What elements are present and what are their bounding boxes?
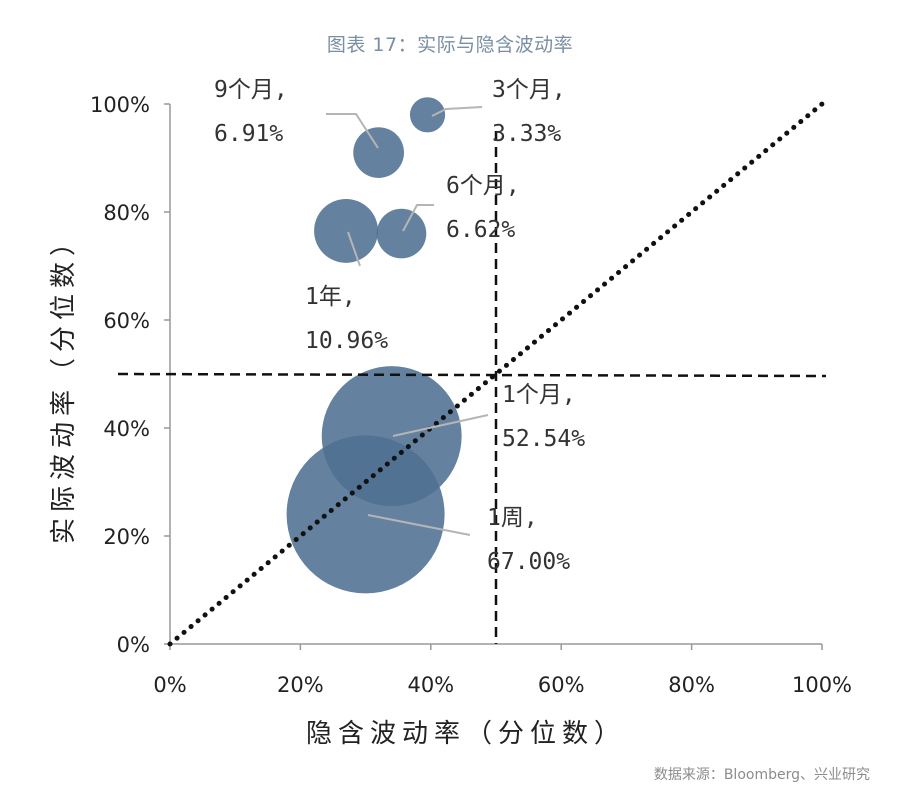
bubble-point [314, 198, 378, 263]
label-leader-line [347, 231, 361, 267]
bubble-labels: 1周, 67.00% 1个月, 52.54% 1年, 10.96% 6个月, 6.62% 9个月… [214, 77, 585, 575]
axes: 0% 20% 40% 60% 80% 100% 0% 20% 40% 60% 80% 100% [90, 93, 852, 697]
bubble-label-tenor: 1个月, [502, 382, 576, 408]
bubbles [286, 97, 462, 594]
bubble-label-tenor: 1年, [305, 284, 356, 310]
x-tick-label: 20% [277, 673, 324, 697]
label-leader-line [402, 204, 434, 232]
x-tick-label: 100% [792, 673, 852, 697]
y-tick-label: 80% [103, 201, 150, 225]
bubble-label-tenor: 3个月, [492, 77, 566, 103]
x-tick-label: 0% [153, 673, 186, 697]
label-leader-line [431, 106, 483, 117]
bubble-point [409, 97, 446, 133]
reference-lines [117, 101, 827, 647]
y-tick-label: 40% [103, 417, 150, 441]
bubble-label-value: 6.91% [214, 121, 283, 147]
bubble-label-value: 67.00% [487, 549, 570, 575]
bubble-label-value: 3.33% [492, 121, 561, 147]
bubble-point [376, 208, 427, 259]
label-leader-line [367, 514, 471, 536]
y-tick-label: 20% [103, 525, 150, 549]
horizontal-50-reference-line [117, 372, 827, 378]
bubble-label-tenor: 9个月, [214, 77, 288, 103]
label-leader-line [326, 113, 379, 149]
source-note: 数据来源：Bloomberg、兴业研究 [653, 767, 870, 783]
x-axis-title: 隐含波动率（分位数） [306, 719, 626, 749]
x-tick-label: 40% [407, 673, 454, 697]
chart-title: 图表 17：实际与隐含波动率 [326, 34, 574, 56]
bubble-point [353, 127, 405, 178]
y-axis-title: 实际波动率（分位数） [49, 224, 79, 544]
y-tick-label: 100% [90, 93, 150, 117]
label-leader-line [392, 414, 489, 437]
bubble-label-tenor: 1周, [487, 505, 538, 531]
y-tick-label: 60% [103, 309, 150, 333]
y-tick-label: 0% [117, 633, 150, 657]
bubble-label-value: 6.62% [446, 217, 515, 243]
bubble-label-value: 10.96% [305, 328, 388, 354]
bubble-label-tenor: 6个月, [446, 173, 520, 199]
x-tick-label: 80% [668, 673, 715, 697]
x-tick-label: 60% [538, 673, 585, 697]
bubble-point [321, 366, 462, 507]
bubble-label-value: 52.54% [502, 426, 585, 452]
